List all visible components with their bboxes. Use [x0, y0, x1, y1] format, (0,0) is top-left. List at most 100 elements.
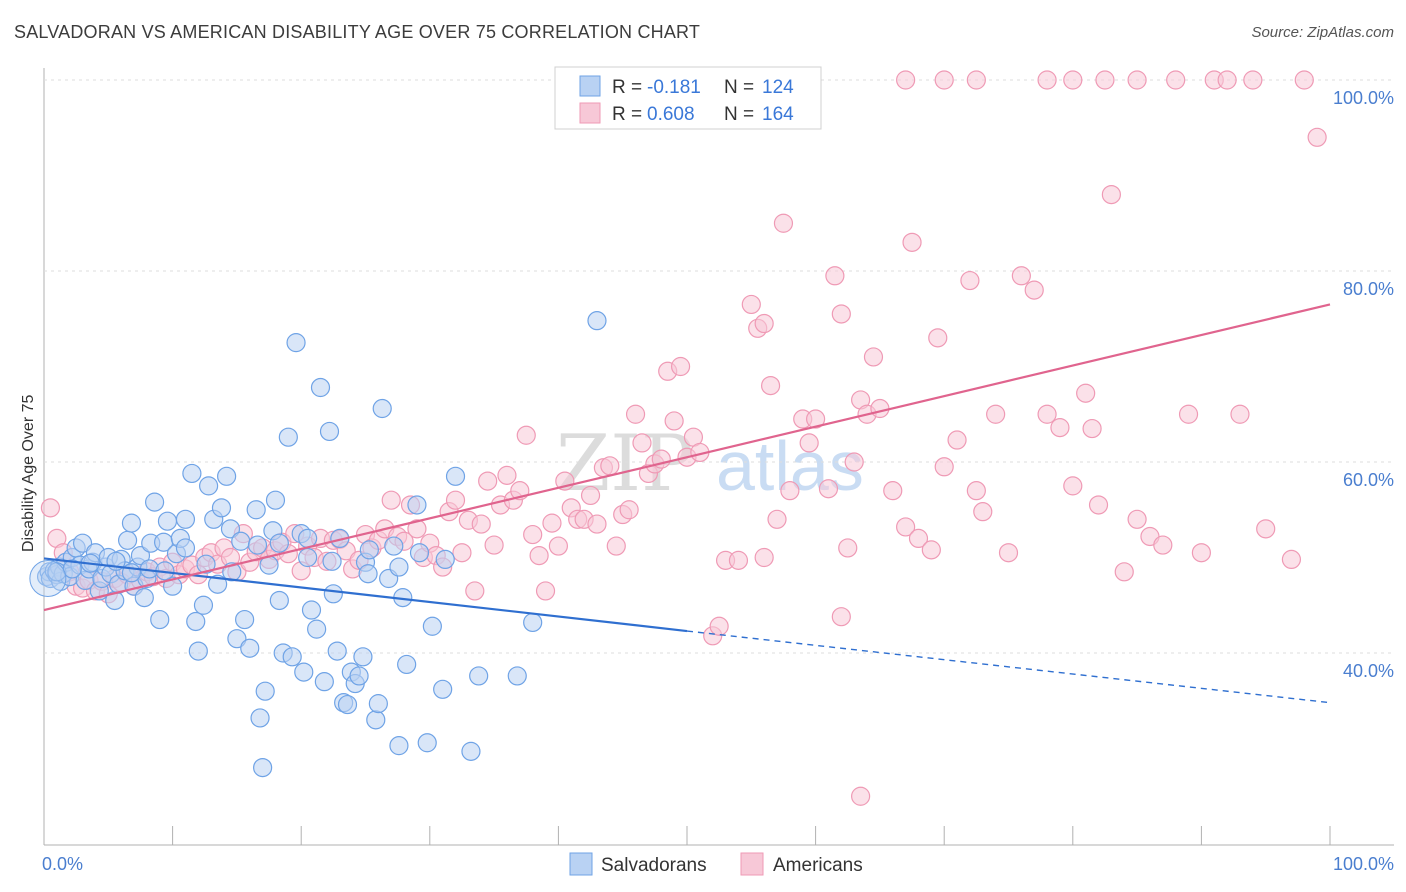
salvadoran-point	[282, 647, 302, 667]
american-point	[1088, 495, 1109, 515]
legend-r-value-americans: 0.608	[647, 104, 695, 125]
legend-r-value-salvadorans: -0.181	[647, 77, 701, 98]
american-point	[1024, 280, 1044, 300]
salvadoran-point	[301, 600, 322, 620]
american-point	[445, 490, 466, 510]
salvadoran-point	[358, 564, 378, 584]
salvadoran-point	[422, 616, 442, 636]
american-point	[1127, 70, 1147, 90]
american-point	[896, 517, 916, 537]
salvadoran-point	[337, 694, 358, 715]
american-point	[908, 528, 929, 549]
salvadoran-point	[220, 519, 241, 539]
salvadoran-point	[523, 612, 543, 633]
american-point	[934, 457, 954, 477]
american-point	[670, 356, 691, 377]
salvadoran-point	[240, 638, 260, 658]
american-point	[921, 540, 941, 560]
american-point	[947, 430, 967, 450]
american-point	[1037, 70, 1057, 90]
american-point	[851, 786, 871, 806]
american-point	[1101, 185, 1121, 205]
salvadoran-point	[307, 619, 327, 639]
salvadoran-point	[278, 427, 298, 447]
american-point	[535, 581, 556, 601]
legend-swatch-americans	[579, 102, 601, 124]
american-point	[497, 465, 517, 485]
american-point	[1063, 476, 1083, 496]
legend-label-americans: Americans	[773, 855, 863, 876]
american-point	[1217, 70, 1237, 90]
series-legend: Salvadorans Americans	[569, 852, 863, 876]
legend-swatch-americans	[740, 852, 764, 876]
y-tick-label: 60.0%	[1343, 470, 1394, 490]
american-point	[1256, 519, 1276, 539]
legend-swatch-salvadorans	[569, 852, 593, 876]
salvadoran-point	[384, 536, 404, 556]
american-point	[767, 509, 787, 529]
legend-r-label: R =	[612, 77, 642, 98]
american-point	[632, 433, 652, 453]
american-point	[619, 500, 639, 520]
salvadoran-point	[298, 547, 318, 568]
salvadoran-point	[314, 672, 334, 692]
salvadoran-point	[407, 495, 427, 515]
american-point	[1095, 70, 1115, 90]
american-point	[728, 550, 749, 570]
legend-n-label: N =	[724, 104, 754, 125]
american-point	[1166, 70, 1186, 90]
salvadoran-point	[269, 533, 289, 553]
american-point	[754, 547, 774, 568]
american-point	[1011, 266, 1031, 286]
american-point	[773, 213, 794, 233]
salvadoran-point	[409, 543, 430, 563]
american-point	[529, 545, 549, 566]
salvadoran-point	[353, 647, 373, 667]
salvadoran-point	[182, 463, 202, 484]
american-point	[381, 490, 401, 510]
american-point	[998, 543, 1019, 563]
american-point	[844, 452, 864, 472]
y-tick-label: 40.0%	[1343, 661, 1394, 681]
salvadoran-point	[208, 574, 228, 594]
american-point	[1178, 404, 1199, 424]
salvadoran-point	[186, 611, 206, 632]
salvadoran-point	[469, 666, 489, 686]
american-point	[1050, 418, 1070, 438]
salvadoran-point	[322, 551, 342, 571]
american-point	[1063, 70, 1083, 90]
salvadoran-point	[265, 490, 286, 510]
salvadoran-point	[188, 641, 208, 661]
salvadoran-point	[117, 530, 138, 550]
american-point	[606, 536, 626, 556]
salvadoran-point	[175, 509, 196, 529]
american-point	[516, 425, 536, 445]
american-point	[870, 398, 890, 419]
salvadoran-point	[253, 757, 273, 778]
american-point	[1281, 549, 1302, 570]
salvadoran-point	[150, 609, 170, 630]
americans-trendline	[43, 303, 1331, 612]
american-point	[799, 433, 819, 453]
salvadoran-point	[269, 590, 289, 611]
american-point	[966, 481, 986, 501]
source-label: Source: ZipAtlas.com	[1251, 24, 1394, 41]
american-point	[986, 404, 1006, 424]
salvadoran-point	[157, 511, 178, 531]
salvadorans-points	[29, 311, 607, 778]
salvadoran-point	[193, 595, 214, 615]
american-point	[818, 479, 839, 499]
american-point	[664, 411, 684, 431]
salvadoran-point	[389, 557, 409, 577]
american-point	[1243, 70, 1263, 90]
american-point	[1307, 127, 1327, 147]
salvadoran-point	[461, 741, 481, 761]
american-point	[1082, 418, 1102, 439]
american-point	[1153, 535, 1173, 555]
american-point	[960, 270, 980, 291]
salvadoran-point	[144, 492, 165, 512]
american-point	[478, 471, 498, 491]
salvadoran-point	[368, 694, 388, 714]
american-point	[883, 481, 903, 501]
american-point	[407, 519, 427, 539]
